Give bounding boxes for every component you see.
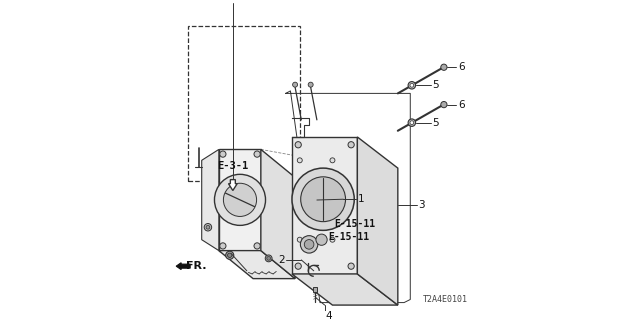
Circle shape (308, 82, 313, 87)
Circle shape (316, 234, 327, 245)
Circle shape (408, 82, 415, 89)
Circle shape (265, 255, 272, 262)
Circle shape (228, 253, 232, 258)
Text: E-15-11: E-15-11 (328, 232, 369, 242)
Circle shape (295, 142, 301, 148)
Text: T2A4E0101: T2A4E0101 (423, 294, 468, 304)
Text: 6: 6 (458, 100, 465, 109)
Text: 5: 5 (432, 118, 438, 128)
Circle shape (292, 168, 355, 230)
Circle shape (220, 151, 226, 157)
Text: 6: 6 (458, 62, 465, 72)
Circle shape (301, 177, 346, 222)
Circle shape (292, 82, 298, 87)
Text: 5: 5 (432, 80, 438, 90)
Bar (314, 287, 317, 292)
Polygon shape (357, 137, 398, 305)
Circle shape (214, 174, 266, 225)
Polygon shape (292, 137, 357, 274)
Polygon shape (219, 251, 295, 279)
Circle shape (441, 64, 447, 70)
Circle shape (267, 257, 271, 260)
Text: 4: 4 (326, 311, 332, 320)
Polygon shape (292, 274, 398, 305)
Circle shape (330, 237, 335, 242)
Circle shape (254, 243, 260, 249)
Polygon shape (261, 149, 295, 279)
FancyArrow shape (228, 180, 237, 190)
Circle shape (226, 251, 234, 259)
Text: E-3-1: E-3-1 (217, 161, 248, 171)
Polygon shape (202, 149, 219, 251)
Circle shape (297, 158, 302, 163)
Circle shape (441, 101, 447, 108)
Text: FR.: FR. (186, 261, 207, 271)
Circle shape (220, 243, 226, 249)
Circle shape (330, 158, 335, 163)
Circle shape (304, 240, 314, 249)
Text: 3: 3 (418, 200, 425, 211)
Circle shape (408, 119, 415, 126)
Circle shape (410, 84, 413, 87)
Bar (188, 27, 300, 180)
Circle shape (348, 263, 355, 269)
Polygon shape (219, 149, 261, 251)
FancyArrow shape (176, 263, 190, 269)
Circle shape (297, 237, 302, 242)
Circle shape (223, 183, 257, 216)
Text: 2: 2 (278, 255, 285, 265)
Text: 1: 1 (357, 194, 364, 204)
Circle shape (294, 178, 338, 222)
Circle shape (300, 236, 318, 253)
Text: E-15-11: E-15-11 (334, 219, 375, 229)
Circle shape (295, 263, 301, 269)
Polygon shape (295, 156, 337, 244)
Circle shape (254, 151, 260, 157)
Circle shape (410, 121, 413, 124)
Circle shape (206, 225, 210, 229)
Circle shape (348, 142, 355, 148)
Circle shape (204, 223, 212, 231)
